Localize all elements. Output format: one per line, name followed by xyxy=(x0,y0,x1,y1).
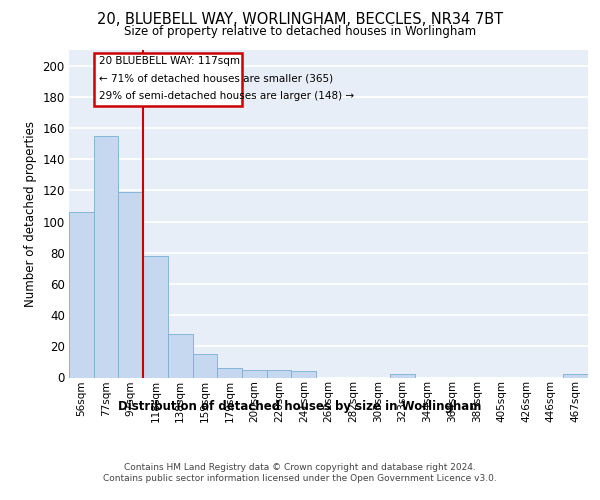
Text: 29% of semi-detached houses are larger (148) →: 29% of semi-detached houses are larger (… xyxy=(98,90,354,101)
Bar xyxy=(390,374,415,378)
Bar xyxy=(143,256,168,378)
Y-axis label: Number of detached properties: Number of detached properties xyxy=(24,120,37,306)
Text: ← 71% of detached houses are smaller (365): ← 71% of detached houses are smaller (36… xyxy=(98,74,333,84)
Bar xyxy=(118,192,143,378)
Text: Contains HM Land Registry data © Crown copyright and database right 2024.: Contains HM Land Registry data © Crown c… xyxy=(124,462,476,471)
Text: 20, BLUEBELL WAY, WORLINGHAM, BECCLES, NR34 7BT: 20, BLUEBELL WAY, WORLINGHAM, BECCLES, N… xyxy=(97,12,503,28)
FancyBboxPatch shape xyxy=(94,53,242,106)
Text: 20 BLUEBELL WAY: 117sqm: 20 BLUEBELL WAY: 117sqm xyxy=(98,56,239,66)
Bar xyxy=(168,334,193,378)
Bar xyxy=(292,372,316,378)
Bar xyxy=(242,370,267,378)
Text: Size of property relative to detached houses in Worlingham: Size of property relative to detached ho… xyxy=(124,25,476,38)
Bar xyxy=(267,370,292,378)
Bar xyxy=(94,136,118,378)
Bar xyxy=(69,212,94,378)
Bar xyxy=(563,374,588,378)
Text: Contains public sector information licensed under the Open Government Licence v3: Contains public sector information licen… xyxy=(103,474,497,483)
Bar xyxy=(217,368,242,378)
Text: Distribution of detached houses by size in Worlingham: Distribution of detached houses by size … xyxy=(118,400,482,413)
Bar xyxy=(193,354,217,378)
